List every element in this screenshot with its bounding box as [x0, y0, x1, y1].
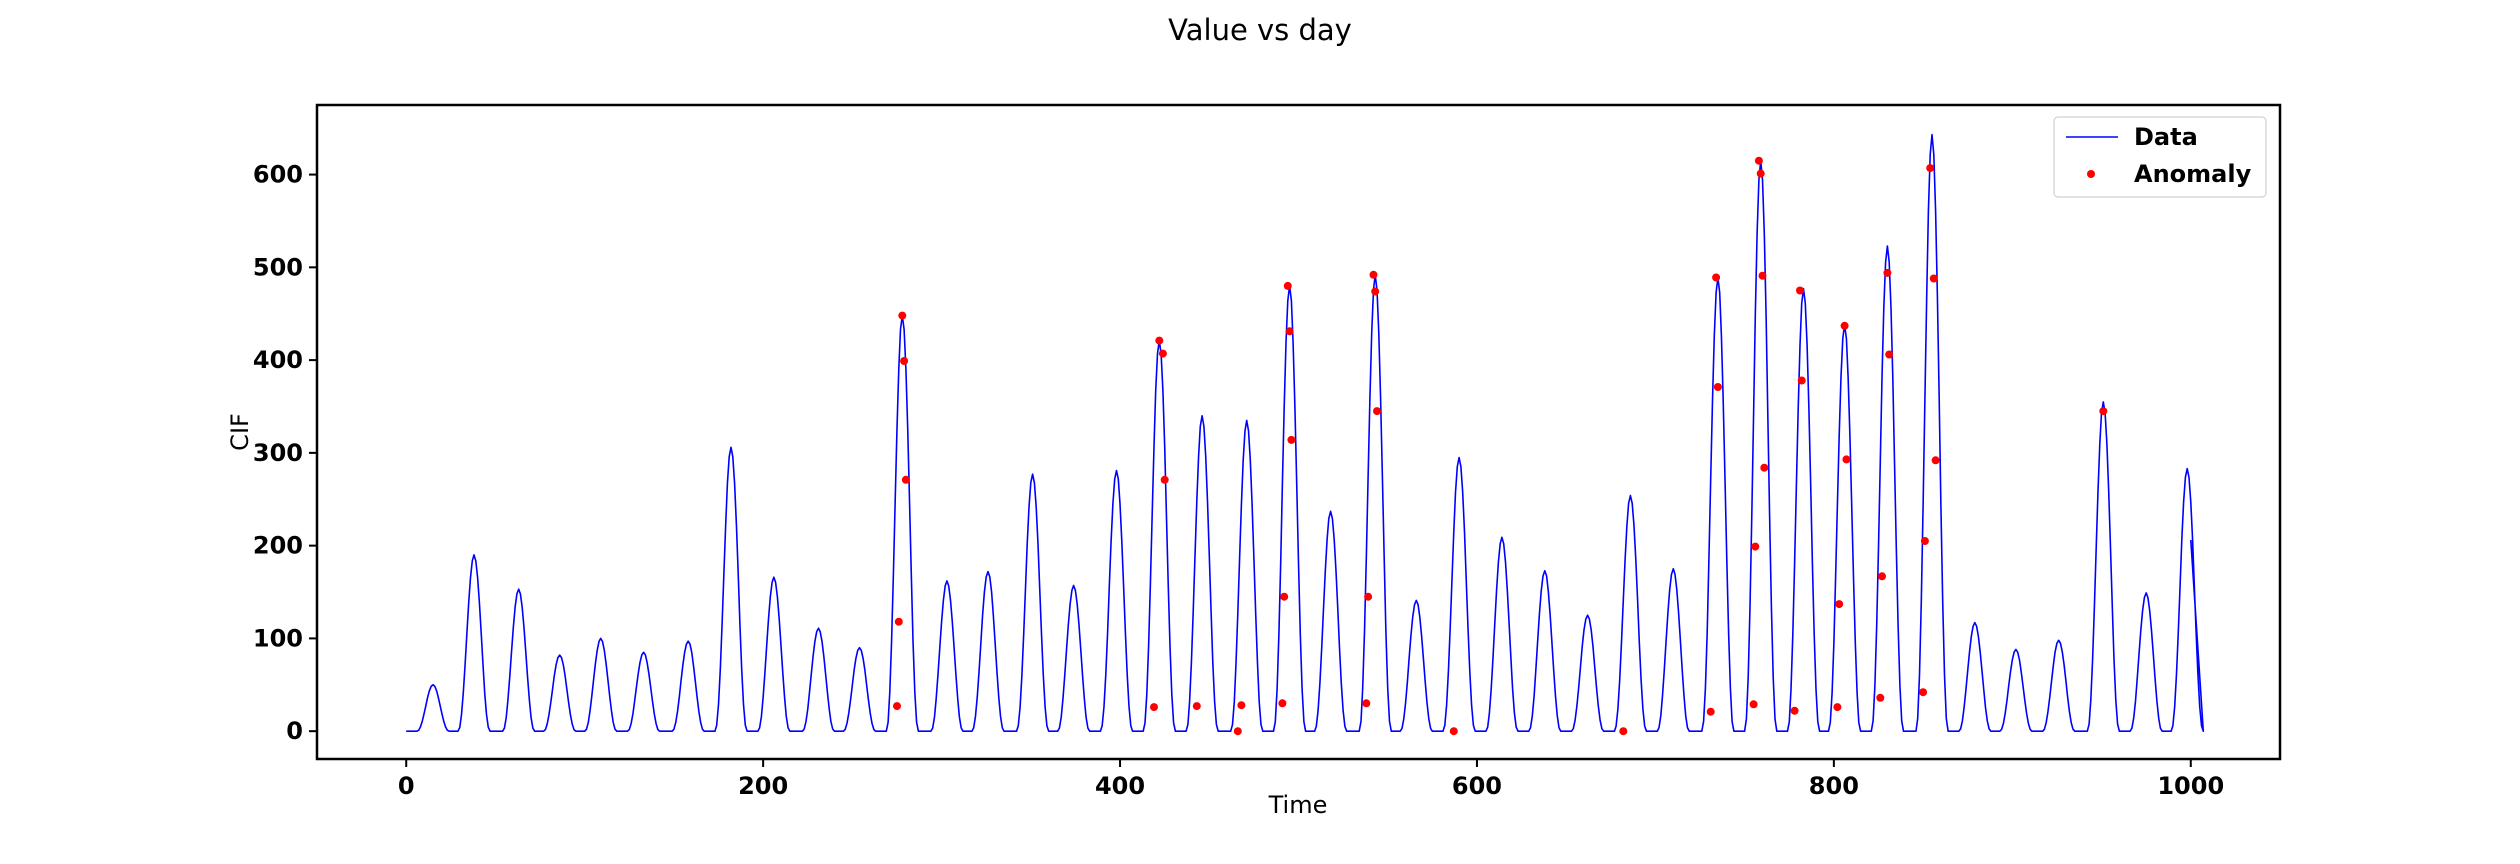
anomaly-point — [1233, 727, 1242, 736]
y-tick-label: 0 — [286, 717, 303, 745]
series-anomaly-points — [893, 156, 2108, 736]
anomaly-point — [900, 357, 909, 365]
anomaly-point — [901, 475, 910, 484]
anomaly-point — [1373, 407, 1381, 416]
anomaly-point — [1758, 271, 1767, 280]
legend-dot-icon — [2087, 170, 2095, 178]
x-tick-label: 0 — [398, 772, 415, 800]
anomaly-point — [893, 702, 901, 711]
anomaly-point — [1362, 699, 1371, 708]
x-tick-label: 200 — [738, 772, 788, 800]
anomaly-point — [1797, 376, 1806, 385]
anomaly-point — [1754, 156, 1763, 165]
y-tick-label: 300 — [253, 439, 303, 467]
anomaly-point — [1883, 268, 1892, 277]
anomaly-point — [1369, 270, 1378, 279]
y-axis-label: CIF — [226, 413, 254, 451]
anomaly-point — [2099, 407, 2108, 416]
anomaly-point — [1712, 273, 1721, 282]
y-tick-label: 400 — [253, 346, 303, 374]
anomaly-point — [1756, 169, 1765, 178]
x-axis-label: Time — [1268, 791, 1328, 819]
anomaly-point — [1885, 350, 1894, 359]
legend-label-data: Data — [2134, 123, 2198, 151]
anomaly-point — [1285, 327, 1294, 336]
x-axis: 0 200 400 600 800 1000 — [398, 759, 2224, 800]
anomaly-point — [1790, 706, 1799, 715]
x-tick-label: 600 — [1452, 772, 1502, 800]
legend: Data Anomaly — [2053, 116, 2267, 198]
anomaly-point — [1876, 693, 1885, 702]
anomaly-point — [1150, 703, 1158, 712]
y-tick-label: 100 — [253, 624, 303, 652]
anomaly-point — [894, 617, 903, 626]
anomaly-point — [1619, 727, 1628, 736]
anomaly-point — [1192, 702, 1201, 711]
y-tick-label: 600 — [253, 161, 303, 189]
anomaly-point — [1287, 435, 1296, 444]
anomaly-point — [1760, 463, 1769, 472]
series-line-data — [406, 133, 2205, 732]
legend-label-anomaly: Anomaly — [2134, 160, 2252, 188]
y-axis: 0 100 200 300 400 500 600 — [253, 161, 317, 745]
anomaly-point — [1749, 700, 1758, 709]
anomaly-point — [1371, 287, 1380, 296]
anomaly-point — [1283, 281, 1292, 290]
anomaly-point — [1929, 274, 1938, 283]
x-tick-label: 1000 — [2157, 772, 2224, 800]
anomaly-point — [1931, 456, 1940, 465]
anomaly-point — [1926, 164, 1935, 173]
plot-frame — [315, 103, 2282, 761]
anomaly-point — [1706, 707, 1715, 716]
anomaly-point — [1155, 336, 1164, 345]
anomaly-point — [1835, 600, 1844, 609]
x-tick-label: 400 — [1095, 772, 1145, 800]
y-tick-label: 200 — [253, 532, 303, 560]
x-tick-label: 800 — [1809, 772, 1859, 800]
anomaly-point — [1237, 701, 1246, 710]
anomaly-point — [1751, 542, 1760, 551]
anomaly-point — [1160, 475, 1169, 484]
anomaly-point — [1278, 699, 1287, 708]
anomaly-point — [1878, 572, 1886, 581]
anomaly-point — [1833, 703, 1842, 712]
chart-title: Value vs day — [1168, 13, 1352, 47]
anomaly-point — [898, 311, 907, 320]
anomaly-point — [1796, 286, 1804, 295]
anomaly-point — [1919, 688, 1928, 697]
anomaly-point — [1840, 321, 1849, 330]
anomaly-point — [1920, 537, 1929, 545]
anomaly-point — [1364, 592, 1373, 601]
anomaly-point — [1842, 455, 1851, 464]
anomaly-point — [1713, 383, 1722, 391]
anomaly-point — [1158, 349, 1167, 358]
y-tick-label: 500 — [253, 253, 303, 281]
anomaly-point — [1280, 592, 1289, 601]
anomaly-point — [1449, 727, 1458, 736]
